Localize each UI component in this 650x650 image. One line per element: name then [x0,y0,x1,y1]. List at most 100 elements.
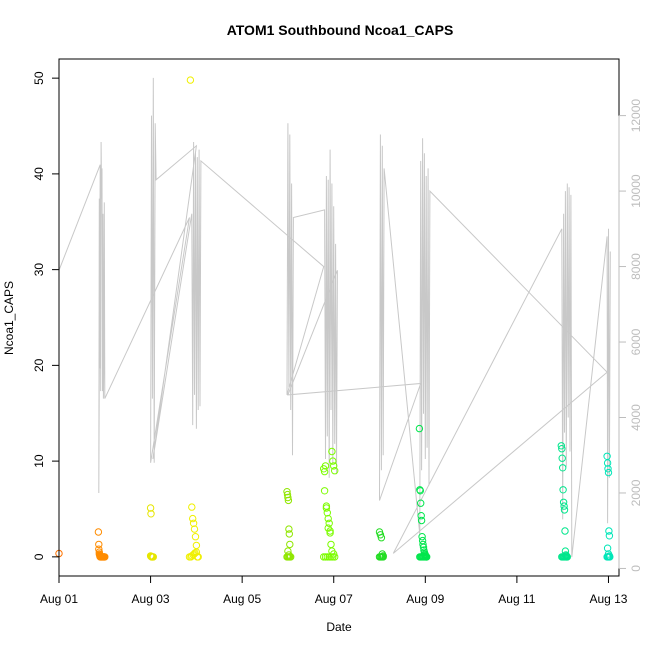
data-point [417,516,426,525]
y-axis-label: Ncoa1_CAPS [2,281,16,355]
background-series-line [58,77,611,558]
data-point [284,496,293,505]
data-point [329,553,337,561]
chart-title: ATOM1 Southbound Ncoa1_CAPS [227,22,454,38]
y-right-tick-label: 8000 [629,253,643,280]
data-point [283,488,291,496]
data-point [191,533,200,541]
data-point [192,541,201,550]
data-point [605,527,613,535]
data-point [186,76,195,84]
x-tick-label: Aug 05 [223,592,261,606]
data-point [192,548,201,556]
data-point [559,464,567,472]
data-point [559,486,567,494]
series-5 [320,447,339,561]
data-point [94,528,103,536]
y-right-tick-label: 12000 [629,99,643,133]
data-point [603,544,612,552]
data-point [330,462,338,470]
data-point [603,459,612,467]
y-right-tick-label: 2000 [629,479,643,506]
data-point [146,504,155,512]
data-point [286,540,294,549]
x-tick-label: Aug 13 [589,592,627,606]
series-4 [283,488,295,561]
series-3 [185,76,202,561]
y-tick-label: 30 [32,263,46,277]
y-right-tick-label: 10000 [629,174,643,208]
data-point [327,540,335,549]
data-point [605,532,614,540]
data-point [323,553,331,561]
data-point [284,493,292,502]
y-axis: 0 10 20 30 40 50 [32,71,60,560]
series-7 [415,424,431,561]
data-point [147,552,155,561]
y-right-tick-label: 6000 [629,328,643,355]
data-point [283,490,292,499]
data-point [325,519,333,527]
y-tick-label: 50 [32,71,46,85]
data-point [194,553,202,561]
data-point [331,467,339,475]
x-tick-label: Aug 09 [406,592,444,606]
series-8 [557,442,571,561]
x-tick-label: Aug 11 [498,592,535,606]
x-axis-label: Date [326,620,352,634]
data-point [189,519,198,527]
data-point [147,510,155,518]
data-point [416,487,424,495]
y-right-tick-label: 4000 [629,404,643,431]
series-1 [94,528,109,561]
data-point [418,533,426,541]
y-tick-label: 20 [32,358,46,372]
data-point [322,504,331,512]
x-axis: Aug 01 Aug 03 Aug 05 Aug 07 Aug 09 Aug 11 Aug … [40,575,628,606]
data-point [415,424,424,433]
x-tick-label: Aug 01 [40,592,78,606]
data-point [285,530,293,538]
data-point [417,499,425,507]
points-layer [55,76,614,561]
data-point [285,525,293,533]
y-axis-right: 0 2000 4000 6000 8000 10000 12000 [618,99,643,572]
x-tick-label: Aug 03 [132,592,170,606]
data-point [422,553,430,561]
series-6 [375,528,387,561]
data-point [322,502,331,510]
data-point [606,553,614,561]
data-point [562,553,570,561]
data-point [188,503,196,511]
series-9 [603,452,614,561]
data-point [324,514,332,523]
data-point [101,553,109,561]
data-point [320,487,329,495]
data-point [558,454,566,462]
series-2 [146,504,158,561]
y-tick-label: 10 [32,454,46,468]
data-point [324,524,332,532]
y-tick-label: 0 [32,553,46,560]
data-point [328,447,336,456]
y-tick-label: 40 [32,167,46,181]
data-point [329,457,337,465]
data-point [190,525,199,533]
data-point [604,465,612,473]
data-point [287,553,295,561]
y-right-tick-label: 0 [629,565,643,572]
data-point [379,553,387,561]
data-point [604,468,613,477]
data-point [189,514,197,523]
data-point [419,540,427,549]
data-point [326,529,334,537]
data-point [377,534,386,542]
data-point [557,442,565,450]
data-point [417,512,425,520]
data-point [320,467,329,476]
data-point [95,540,103,549]
data-point [558,445,566,453]
data-point [560,506,569,514]
data-point [321,462,330,470]
